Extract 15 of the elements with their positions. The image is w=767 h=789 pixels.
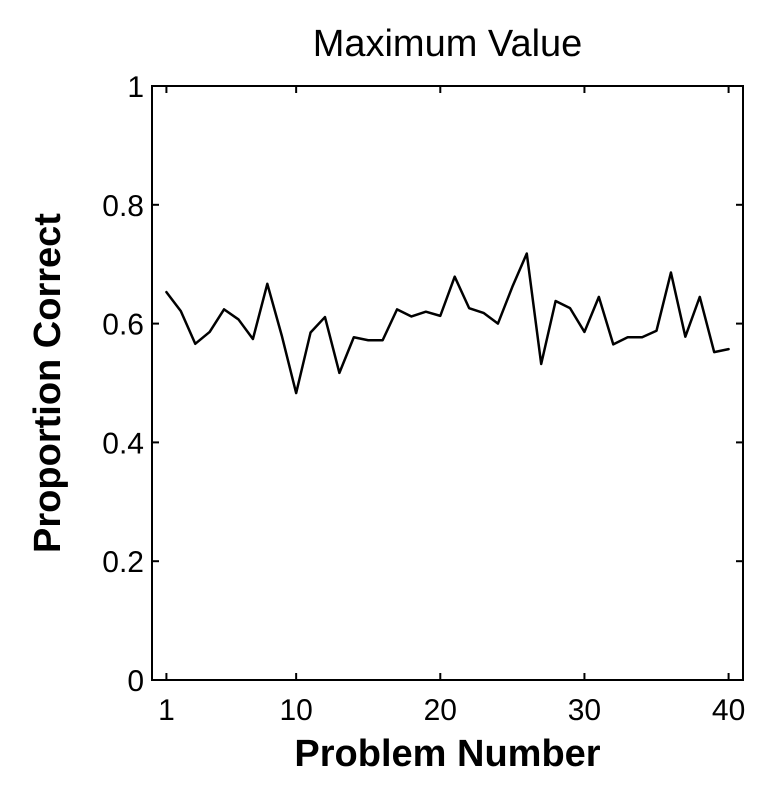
x-tick-label: 20 — [424, 694, 457, 727]
line-series — [165, 252, 730, 394]
x-tick-label: 30 — [568, 694, 602, 727]
x-tick-label: 10 — [279, 694, 313, 727]
y-tick-label: 0.4 — [102, 427, 144, 460]
x-tick-label: 1 — [158, 694, 175, 727]
y-tick-label: 0.8 — [102, 190, 144, 223]
y-tick-label: 0.6 — [102, 308, 144, 342]
x-tick-label: 40 — [712, 694, 746, 727]
x-axis-title: Problem Number — [294, 733, 601, 775]
y-tick-label: 0 — [127, 665, 144, 698]
y-tick-label: 0.2 — [102, 546, 144, 580]
y-axis-title: Proportion Correct — [27, 212, 69, 553]
y-tick-label: 1 — [127, 71, 144, 104]
chart-title: Maximum Value — [312, 23, 582, 65]
